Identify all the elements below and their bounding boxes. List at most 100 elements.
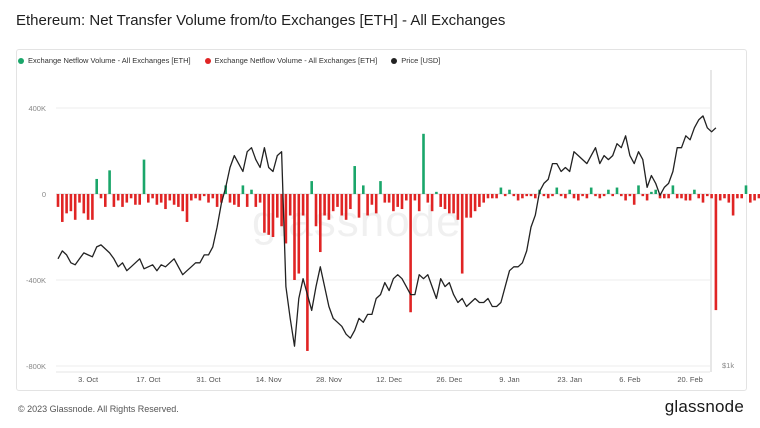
netflow-bar-inflow (297, 194, 301, 274)
netflow-bar-inflow (82, 194, 86, 214)
netflow-bar-inflow (658, 194, 662, 199)
netflow-bar-inflow (99, 194, 103, 199)
legend-dot-price (391, 57, 398, 64)
netflow-bar-inflow (155, 194, 159, 205)
netflow-bar-inflow (478, 194, 481, 207)
netflow-bar-inflow (116, 194, 120, 201)
netflow-bar-outflow (637, 185, 640, 194)
netflow-bar-inflow (521, 194, 524, 199)
netflow-bar-inflow (439, 194, 442, 207)
price-line (57, 115, 717, 347)
netflow-bar-inflow (129, 194, 133, 199)
netflow-bar-inflow (73, 194, 77, 220)
netflow-bar-inflow (202, 194, 206, 197)
legend-item-price[interactable]: Price [USD] (391, 56, 440, 65)
netflow-bar-inflow (594, 194, 597, 197)
netflow-bar-inflow (314, 194, 318, 227)
netflow-bar-outflow (744, 185, 748, 194)
netflow-bar-inflow (740, 194, 743, 199)
netflow-bar-inflow (327, 194, 331, 220)
netflow-bar-outflow (650, 191, 653, 194)
x-tick-label: 17. Oct (136, 375, 161, 384)
legend-item-inflow[interactable]: Exchange Netflow Volume - All Exchanges … (204, 56, 377, 65)
netflow-bar-inflow (577, 194, 580, 201)
netflow-bar-inflow (426, 194, 430, 203)
netflow-bar-inflow (263, 194, 266, 233)
netflow-bar-inflow (400, 194, 404, 210)
netflow-bar-inflow (624, 194, 627, 201)
netflow-bar-inflow (168, 194, 172, 201)
chart-panel (16, 49, 747, 391)
netflow-bar-inflow (413, 194, 417, 201)
netflow-bar-inflow (301, 194, 305, 216)
netflow-bar-outflow (353, 166, 356, 194)
netflow-bar-inflow (104, 194, 107, 207)
netflow-bar-inflow (688, 194, 692, 201)
netflow-bar-inflow (233, 194, 236, 205)
x-tick-label: 14. Nov (256, 375, 282, 384)
netflow-bar-inflow (383, 194, 387, 203)
netflow-bar-inflow (512, 194, 516, 197)
netflow-bar-inflow (460, 194, 464, 274)
netflow-bar-inflow (276, 194, 279, 218)
netflow-bar-inflow (86, 194, 90, 220)
netflow-bar-inflow (181, 194, 184, 212)
x-tick-label: 28. Nov (316, 375, 342, 384)
netflow-bar-inflow (112, 194, 116, 207)
netflow-bar-inflow (349, 194, 352, 210)
netflow-bar-inflow (641, 194, 645, 197)
netflow-bar-inflow (443, 194, 447, 210)
x-tick-label: 31. Oct (196, 375, 221, 384)
netflow-bar-inflow (736, 194, 739, 199)
netflow-bar-inflow (710, 194, 713, 199)
netflow-bar-inflow (551, 194, 554, 197)
netflow-bar-inflow (357, 194, 361, 218)
netflow-bar-inflow (284, 194, 288, 244)
netflow-bar-inflow (185, 194, 189, 222)
netflow-bar-outflow (615, 187, 619, 194)
netflow-bar-inflow (228, 194, 232, 203)
netflow-bar-inflow (534, 194, 537, 199)
netflow-bar-inflow (714, 194, 718, 311)
netflow-bar-inflow (190, 194, 193, 201)
netflow-bar-inflow (198, 194, 202, 201)
netflow-bar-inflow (581, 194, 584, 197)
netflow-bar-inflow (645, 194, 649, 201)
netflow-bar-outflow (499, 187, 503, 194)
netflow-bar-inflow (387, 194, 391, 203)
y-tick-label: -400K (26, 276, 46, 285)
netflow-bar-inflow (237, 194, 240, 207)
netflow-bar-inflow (194, 194, 197, 199)
netflow-bar-outflow (589, 187, 593, 194)
netflow-bar-inflow (542, 194, 546, 197)
netflow-bar-outflow (693, 189, 696, 194)
netflow-bar-inflow (753, 194, 756, 201)
legend-item-outflow[interactable]: Exchange Netflow Volume - All Exchanges … (18, 56, 191, 65)
netflow-bar-inflow (147, 194, 150, 203)
netflow-bar-inflow (258, 194, 262, 203)
netflow-bar-inflow (254, 194, 258, 207)
netflow-bar-outflow (435, 191, 438, 194)
x-tick-label: 23. Jan (557, 375, 582, 384)
netflow-bar-inflow (452, 194, 455, 214)
netflow-bar-inflow (482, 194, 485, 203)
netflow-bar-inflow (121, 194, 124, 207)
netflow-bar-inflow (697, 194, 700, 199)
netflow-bar-inflow (469, 194, 473, 218)
y-tick-label: -800K (26, 362, 46, 371)
netflow-bar-inflow (430, 194, 434, 212)
chart-title: Ethereum: Net Transfer Volume from/to Ex… (16, 12, 506, 29)
x-tick-label: 12. Dec (376, 375, 402, 384)
netflow-bar-inflow (151, 194, 154, 199)
netflow-bar-inflow (620, 194, 623, 197)
netflow-bar-inflow (448, 194, 451, 214)
netflow-bar-inflow (546, 194, 550, 199)
netflow-bar-inflow (78, 194, 81, 203)
netflow-bar-inflow (559, 194, 563, 197)
netflow-bar-inflow (159, 194, 163, 203)
netflow-bar-inflow (267, 194, 270, 235)
netflow-bar-inflow (473, 194, 477, 212)
netflow-bar-inflow (602, 194, 606, 197)
netflow-bar-inflow (220, 194, 223, 203)
